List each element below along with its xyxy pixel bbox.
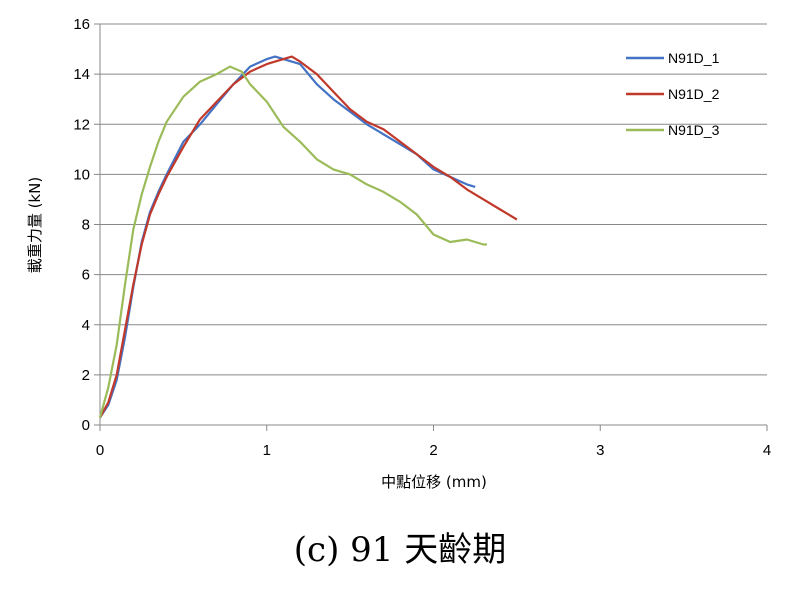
y-axis-title: 載重力量 (kN) <box>26 177 44 273</box>
legend-label-N91D_1: N91D_1 <box>668 50 720 66</box>
y-tick-label: 4 <box>82 317 90 334</box>
x-tick-label: 2 <box>429 442 437 459</box>
y-tick-label: 14 <box>73 66 90 83</box>
axes <box>94 23 768 431</box>
y-tick-label: 12 <box>73 116 90 133</box>
x-tick-label: 1 <box>263 442 271 459</box>
y-tick-label: 0 <box>82 417 90 434</box>
x-tick-label: 4 <box>763 442 771 459</box>
legend-label-N91D_3: N91D_3 <box>668 122 720 138</box>
y-tick-labels: 0 2 4 6 8 10 12 14 16 <box>73 16 90 434</box>
y-tick-label: 6 <box>82 267 90 284</box>
x-tick-labels: 0 1 2 3 4 <box>96 442 771 459</box>
x-axis-title: 中點位移 (mm) <box>381 473 487 491</box>
series-lines <box>98 55 518 419</box>
x-tick-label: 0 <box>96 442 104 459</box>
y-tick-label: 16 <box>73 16 90 33</box>
y-tick-label: 8 <box>82 217 90 234</box>
y-tick-label: 10 <box>73 166 90 183</box>
series-line-N91D_1 <box>99 55 476 419</box>
series-line-N91D_2 <box>99 55 518 419</box>
grid-lines <box>100 23 767 376</box>
x-tick-label: 3 <box>596 442 604 459</box>
figure-caption: (c) 91 天齡期 <box>293 530 507 570</box>
y-tick-label: 2 <box>82 367 90 384</box>
series-line-N91D_3 <box>98 65 487 418</box>
legend: N91D_1 N91D_2 N91D_3 <box>626 50 720 138</box>
legend-label-N91D_2: N91D_2 <box>668 86 720 102</box>
